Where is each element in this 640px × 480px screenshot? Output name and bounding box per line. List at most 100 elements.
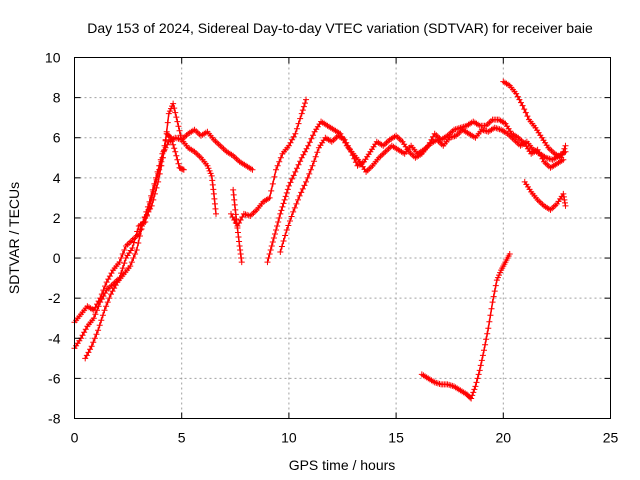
data-point — [470, 389, 477, 396]
data-point — [295, 120, 302, 127]
y-tick-label: 0 — [53, 250, 61, 266]
data-point — [176, 127, 183, 134]
data-point — [161, 147, 168, 154]
data-point — [486, 318, 493, 325]
data-point — [299, 185, 306, 192]
data-point — [306, 170, 313, 177]
ticks — [74, 57, 611, 419]
data-point — [266, 194, 273, 201]
data-point — [208, 172, 215, 179]
data-point — [129, 245, 136, 252]
data-point — [165, 110, 172, 117]
y-tick-label: 10 — [45, 50, 61, 66]
data-point — [239, 213, 246, 220]
data-point — [270, 235, 277, 241]
series-track-i — [521, 178, 569, 213]
data-point — [494, 274, 501, 281]
data-point — [308, 135, 315, 142]
data-point — [284, 186, 291, 193]
data-point — [285, 142, 292, 149]
data-point — [138, 225, 145, 232]
y-tick-label: -4 — [48, 330, 61, 346]
data-point — [206, 167, 213, 174]
data-point — [210, 190, 217, 197]
data-point — [119, 265, 126, 272]
data-point — [279, 203, 286, 210]
x-tick-label: 10 — [281, 430, 297, 446]
data-point — [275, 218, 282, 225]
data-point — [265, 255, 272, 262]
data-point — [102, 283, 109, 290]
grid — [74, 57, 611, 419]
data-point — [479, 352, 486, 359]
data-point — [237, 251, 244, 258]
data-point — [205, 165, 212, 172]
data-point — [118, 270, 125, 277]
data-point — [304, 174, 311, 181]
data-point — [236, 243, 243, 250]
data-point — [88, 343, 95, 350]
data-point — [296, 192, 303, 199]
data-point — [87, 346, 94, 353]
data-point — [166, 133, 173, 140]
y-tick-label: 6 — [53, 130, 61, 146]
data-point — [98, 296, 105, 303]
data-point — [299, 107, 306, 114]
data-point — [232, 211, 239, 218]
data-point — [141, 213, 148, 220]
data-point — [277, 154, 284, 161]
x-axis-label: GPS time / hours — [289, 457, 396, 473]
data-point — [83, 352, 90, 359]
data-point — [487, 312, 494, 319]
data-point — [136, 232, 143, 239]
data-point — [210, 186, 217, 193]
data-point — [97, 299, 104, 306]
series-track-c — [82, 134, 220, 362]
data-point — [301, 182, 308, 189]
data-point — [293, 125, 300, 132]
data-point — [156, 162, 163, 169]
data-point — [314, 149, 321, 156]
data-point — [173, 114, 180, 121]
data-point — [297, 115, 304, 122]
data-point — [90, 315, 97, 322]
data-point — [96, 322, 103, 329]
data-point — [348, 148, 355, 155]
data-point — [140, 218, 147, 225]
data-point — [104, 299, 111, 306]
data-point — [121, 260, 128, 267]
data-point — [282, 193, 289, 200]
data-point — [234, 229, 241, 236]
data-point — [130, 255, 137, 262]
data-point — [204, 162, 211, 169]
data-point — [268, 187, 275, 194]
data-point — [288, 213, 295, 220]
data-point — [290, 133, 297, 140]
data-point — [483, 336, 490, 343]
data-point — [305, 142, 312, 149]
data-point — [559, 151, 566, 158]
data-point — [311, 158, 318, 165]
series-line — [502, 80, 567, 159]
data-point — [289, 136, 296, 143]
data-point — [278, 207, 285, 214]
data-point — [229, 213, 236, 220]
data-point — [159, 150, 166, 157]
data-point — [277, 210, 284, 217]
data-point — [560, 190, 567, 197]
data-point — [271, 230, 278, 237]
data-point — [492, 282, 499, 289]
data-point — [312, 153, 319, 160]
data-point — [170, 141, 177, 148]
data-point — [236, 238, 243, 245]
data-point — [175, 123, 182, 130]
data-point — [102, 290, 109, 297]
data-point — [103, 303, 110, 310]
data-point — [290, 208, 297, 215]
data-point — [303, 96, 310, 103]
data-point — [351, 155, 358, 162]
data-point — [146, 198, 153, 205]
data-point — [521, 106, 528, 113]
data-point — [282, 232, 289, 239]
data-point — [231, 196, 238, 203]
